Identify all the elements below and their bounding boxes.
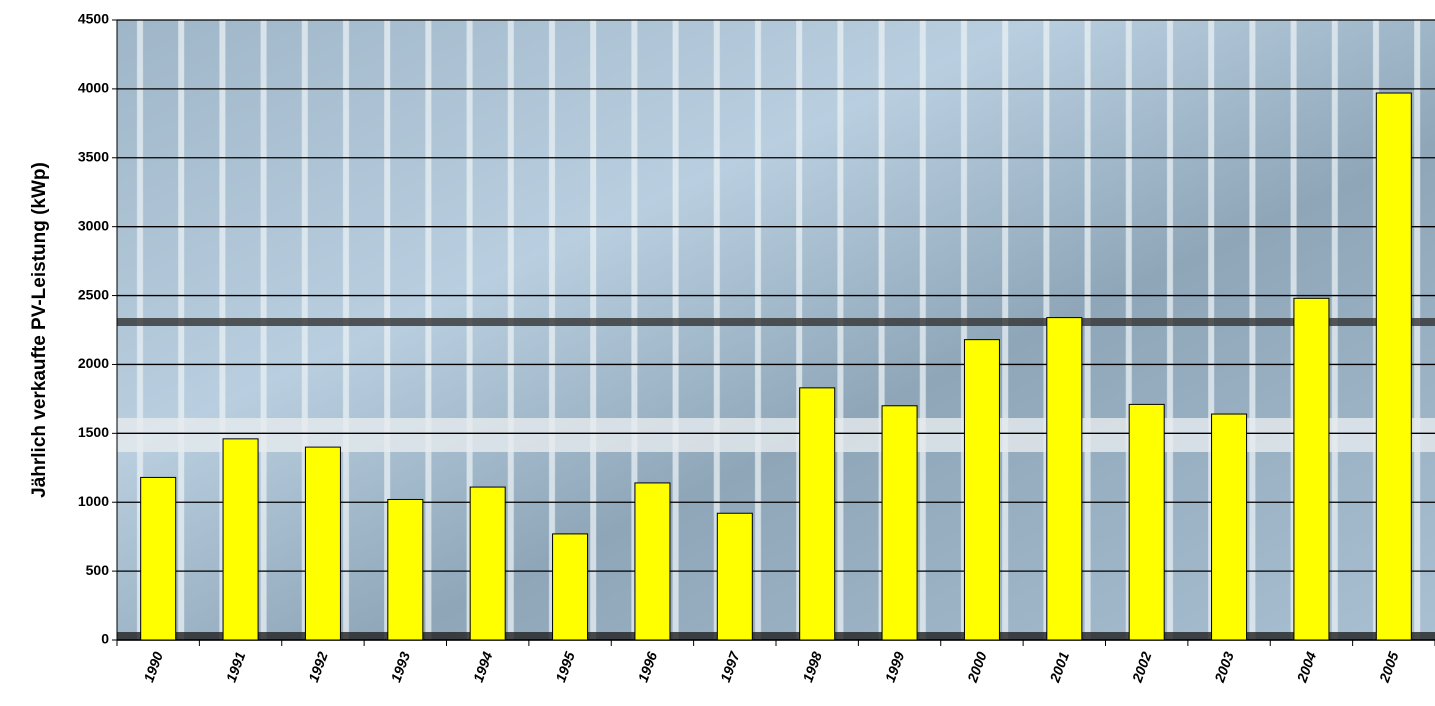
bar [1046, 317, 1083, 641]
y-tick-label: 4000 [78, 80, 109, 96]
bar [552, 533, 589, 641]
x-tick-label: 1994 [470, 649, 496, 684]
y-tick-label: 3500 [78, 148, 109, 164]
bar [469, 486, 506, 641]
x-tick-label: 1992 [305, 649, 331, 684]
bar [634, 482, 671, 641]
y-tick-label: 3000 [78, 217, 109, 233]
x-tick-label: 2000 [964, 649, 990, 685]
y-tick-label: 1000 [78, 493, 109, 509]
bar [963, 339, 1000, 641]
x-tick-label: 1998 [799, 649, 825, 684]
bar [222, 438, 259, 641]
y-tick-label: 0 [101, 631, 109, 647]
x-tick-label: 1995 [552, 649, 578, 684]
y-tick-label: 1500 [78, 424, 109, 440]
y-tick-label: 500 [86, 562, 110, 578]
x-tick-label: 2001 [1046, 649, 1072, 685]
y-tick-label: 2500 [78, 286, 109, 302]
bar [881, 405, 918, 641]
bar [1211, 413, 1248, 641]
x-tick-label: 2004 [1293, 649, 1319, 685]
bar [1293, 297, 1330, 641]
x-tick-label: 1990 [140, 649, 166, 684]
bar [716, 512, 753, 641]
x-tick-label: 2002 [1128, 649, 1154, 685]
bar [799, 387, 836, 641]
x-tick-label: 1999 [882, 649, 908, 684]
x-tick-label: 1997 [717, 648, 743, 684]
bar [304, 446, 341, 641]
y-tick-label: 4500 [78, 11, 109, 27]
x-tick-label: 1991 [223, 649, 249, 684]
y-axis-title: Jährlich verkaufte PV-Leistung (kWp) [29, 162, 50, 498]
x-tick-label: 2005 [1376, 649, 1402, 685]
x-tick-label: 1993 [387, 649, 413, 684]
bar [1128, 403, 1165, 641]
y-tick-label: 2000 [78, 355, 109, 371]
x-tick-label: 1996 [635, 649, 661, 684]
bar [1375, 92, 1412, 641]
bar [140, 476, 177, 641]
bar [387, 498, 424, 641]
x-tick-label: 2003 [1211, 649, 1237, 685]
